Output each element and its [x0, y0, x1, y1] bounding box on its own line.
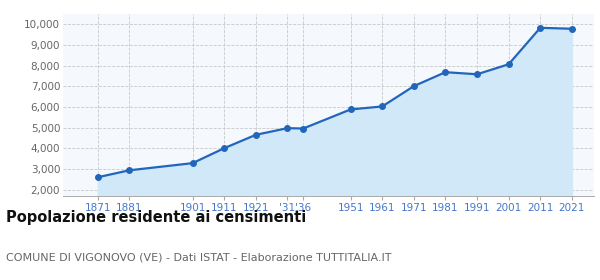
Point — [220, 146, 229, 150]
Point — [567, 27, 577, 31]
Point — [298, 126, 308, 131]
Point — [409, 84, 419, 88]
Text: Popolazione residente ai censimenti: Popolazione residente ai censimenti — [6, 210, 306, 225]
Point — [251, 133, 260, 137]
Point — [283, 126, 292, 130]
Point — [472, 72, 482, 76]
Point — [188, 161, 197, 165]
Text: COMUNE DI VIGONOVO (VE) - Dati ISTAT - Elaborazione TUTTITALIA.IT: COMUNE DI VIGONOVO (VE) - Dati ISTAT - E… — [6, 252, 392, 262]
Point — [504, 62, 514, 66]
Point — [346, 107, 355, 112]
Point — [125, 168, 134, 172]
Point — [440, 70, 450, 74]
Point — [377, 104, 387, 109]
Point — [93, 175, 103, 179]
Point — [535, 25, 545, 30]
